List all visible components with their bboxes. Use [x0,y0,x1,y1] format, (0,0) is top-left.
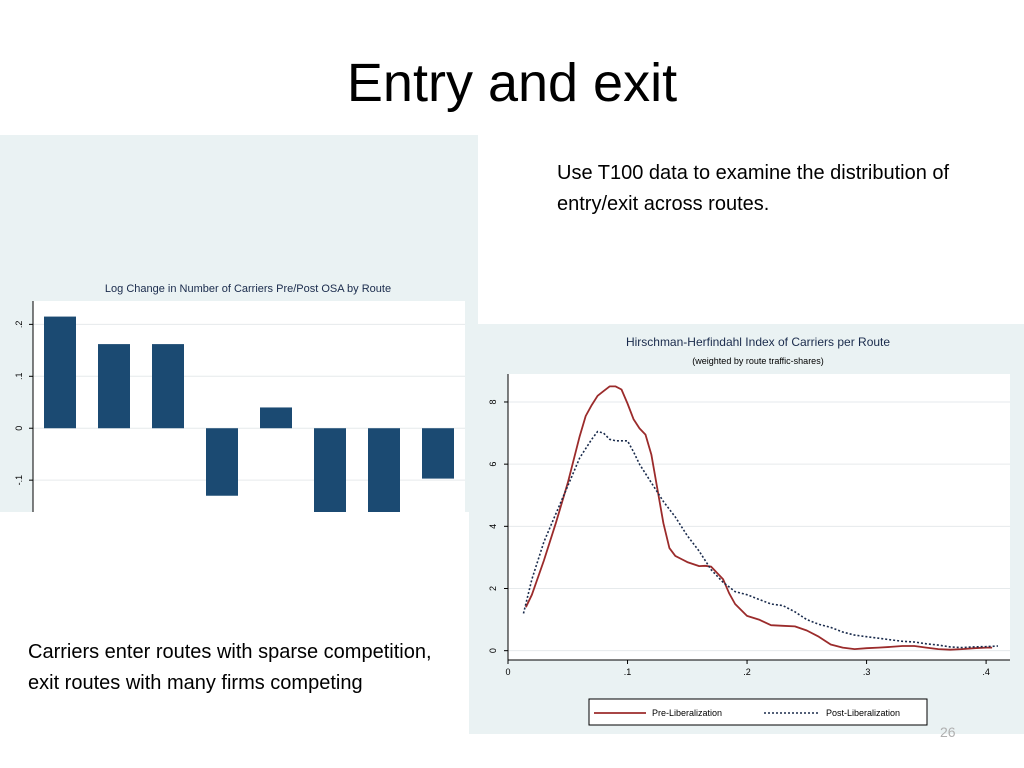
bar-y-tick-label: .2 [14,321,24,329]
hhi-x-tick-label: .2 [743,667,751,677]
hhi-y-tick-label: 8 [488,399,498,404]
hhi-x-tick-label: .1 [624,667,632,677]
slide-title: Entry and exit [346,53,678,113]
hhi-plot-area [508,374,1010,660]
bar-y-tick-label: 0 [14,426,24,431]
bar-chart-panel: Log Change in Number of Carriers Pre/Pos… [0,135,478,512]
bar [152,344,184,429]
legend-post-label: Post-Liberalization [826,708,900,718]
bar [368,428,400,512]
bar [98,344,130,429]
hhi-x-tick-label: 0 [505,667,510,677]
hhi-chart-title: Hirschman-Herfindahl Index of Carriers p… [626,335,890,349]
hhi-y-tick-label: 0 [488,648,498,653]
hhi-x-tick-label: .4 [982,667,990,677]
competition-observation: Carriers enter routes with sparse compet… [28,641,432,694]
hhi-x-tick-label: .3 [863,667,871,677]
bar [260,407,292,429]
hhi-y-tick-label: 2 [488,586,498,591]
bar-chart: Log Change in Number of Carriers Pre/Pos… [14,283,465,512]
hhi-y-tick-label: 6 [488,462,498,467]
bar [206,428,238,496]
bar [314,428,346,512]
bar-y-tick-label: -.1 [14,475,24,486]
pre-liberalization-line [525,385,993,651]
bar [44,316,76,429]
page-number: 26 [940,724,956,740]
hhi-legend: Pre-Liberalization Post-Liberalization [588,698,928,726]
bar [422,428,454,479]
hhi-density-chart: Hirschman-Herfindahl Index of Carriers p… [488,335,1010,726]
legend-box [588,698,928,726]
hhi-y-tick-label: 4 [488,524,498,529]
bar-y-tick-label: .1 [14,373,24,381]
entry-exit-description: Use T100 data to examine the distributio… [557,162,950,215]
hhi-chart-panel: Hirschman-Herfindahl Index of Carriers p… [469,324,1024,734]
hhi-chart-subtitle: (weighted by route traffic-shares) [692,356,823,366]
legend-pre-label: Pre-Liberalization [652,708,722,718]
bar-chart-title: Log Change in Number of Carriers Pre/Pos… [105,283,391,295]
